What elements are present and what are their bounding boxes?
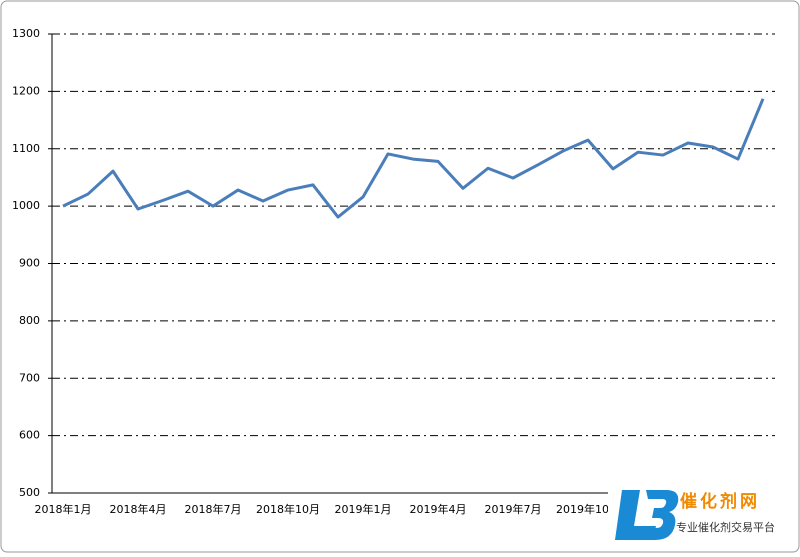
y-tick-label: 500 bbox=[19, 486, 40, 499]
logo-title: 催化剂网 bbox=[680, 491, 760, 512]
y-tick-label: 800 bbox=[19, 314, 40, 327]
series-line bbox=[62, 98, 765, 219]
y-tick-label: 900 bbox=[19, 257, 40, 270]
x-tick-label: 2019年4月 bbox=[410, 502, 467, 516]
y-tick-label: 600 bbox=[19, 429, 40, 442]
y-tick-label: 1200 bbox=[12, 84, 40, 97]
x-tick-label: 2019年10月 bbox=[556, 502, 620, 516]
logo: 催化剂网 专业催化剂交易平台 bbox=[608, 486, 798, 546]
y-tick-label: 1300 bbox=[12, 27, 40, 40]
x-tick-label: 2019年1月 bbox=[335, 502, 392, 516]
logo-b bbox=[646, 490, 679, 540]
y-tick-label: 700 bbox=[19, 371, 40, 384]
x-tick-label: 2018年7月 bbox=[185, 502, 242, 516]
logo-subtitle: 专业催化剂交易平台 bbox=[676, 520, 775, 534]
x-tick-label: 2018年4月 bbox=[110, 502, 167, 516]
y-tick-label: 1000 bbox=[12, 199, 40, 212]
logo-l bbox=[615, 490, 656, 540]
x-tick-label: 2019年7月 bbox=[485, 502, 542, 516]
plot: 500 600 700 800 900 1000 1100 1200 1300 2018年1月 20… bbox=[12, 27, 775, 516]
x-tick-label: 2018年1月 bbox=[35, 502, 92, 516]
x-tick-label: 2018年10月 bbox=[256, 502, 320, 516]
y-tick-label: 1100 bbox=[12, 142, 40, 155]
